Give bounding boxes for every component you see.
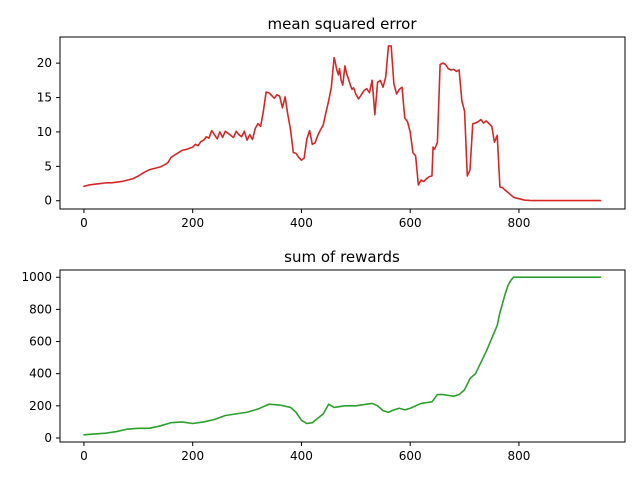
axes-frame bbox=[59, 36, 626, 210]
x-tick-label: 400 bbox=[290, 449, 313, 463]
chart-mean-squared-error: mean squared error 0 200 400 600 800 0 5 10 15 20 bbox=[37, 15, 626, 230]
x-tick-label: 400 bbox=[290, 216, 313, 230]
x-tick-label: 0 bbox=[80, 216, 88, 230]
y-tick-label: 15 bbox=[37, 91, 52, 105]
y-tick-label: 10 bbox=[37, 125, 52, 139]
x-tick-label: 800 bbox=[508, 449, 531, 463]
y-tick-label: 600 bbox=[29, 335, 52, 349]
x-tick-label: 200 bbox=[181, 216, 204, 230]
chart-sum-of-rewards: sum of rewards 0 200 400 600 800 0 200 400 600 80… bbox=[21, 248, 626, 463]
chart-title: mean squared error bbox=[267, 15, 417, 33]
series-line bbox=[83, 45, 602, 202]
y-tick-label: 1000 bbox=[21, 270, 52, 284]
y-tick-label: 20 bbox=[37, 56, 52, 70]
x-tick-label: 200 bbox=[181, 449, 204, 463]
y-tick-label: 5 bbox=[44, 159, 52, 173]
series-line bbox=[83, 276, 602, 436]
y-tick-label: 800 bbox=[29, 302, 52, 316]
axes-frame bbox=[59, 269, 626, 443]
y-tick-label: 200 bbox=[29, 399, 52, 413]
x-tick-label: 600 bbox=[399, 216, 422, 230]
x-tick-label: 800 bbox=[508, 216, 531, 230]
x-tick-label: 600 bbox=[399, 449, 422, 463]
y-tick-label: 400 bbox=[29, 367, 52, 381]
y-tick-label: 0 bbox=[44, 431, 52, 445]
x-tick-label: 0 bbox=[80, 449, 88, 463]
y-tick-label: 0 bbox=[44, 194, 52, 208]
chart-title: sum of rewards bbox=[284, 248, 400, 266]
